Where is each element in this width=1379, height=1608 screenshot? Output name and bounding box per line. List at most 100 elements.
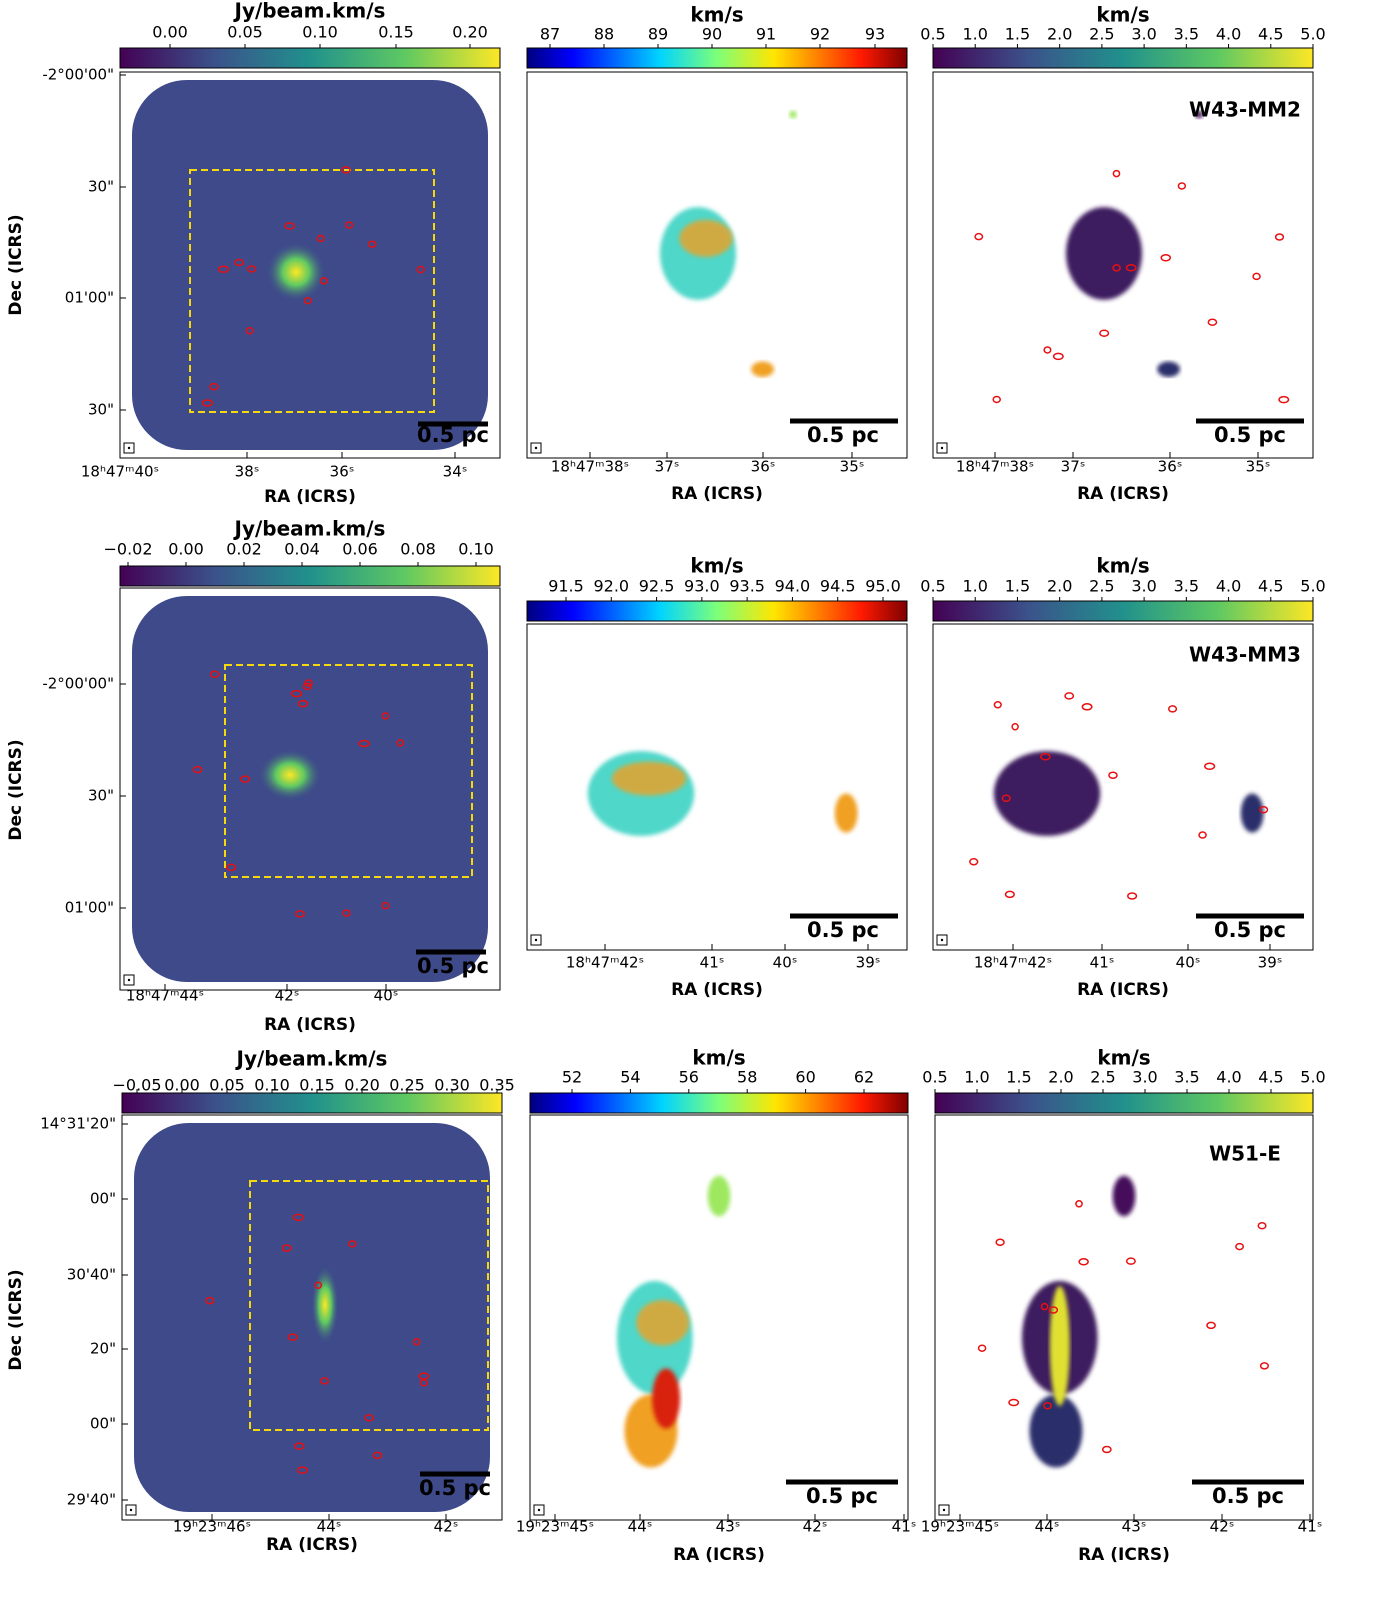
colorbar-tick-label: 0.15 <box>299 1076 335 1095</box>
colorbar <box>526 600 908 622</box>
map-image <box>132 596 488 982</box>
core-ellipse <box>969 858 979 866</box>
core-ellipse <box>372 1451 383 1460</box>
bright-core <box>266 242 326 302</box>
colorbar-tick-label: −0.05 <box>112 1076 161 1095</box>
core-ellipse <box>977 1344 987 1352</box>
colorbar-tick-label: 88 <box>594 25 614 44</box>
beam-dot <box>940 446 944 450</box>
scale-bar-label: 0.5 pc <box>1214 423 1286 447</box>
core-ellipse <box>295 910 305 918</box>
core-ellipse <box>1274 233 1285 241</box>
map-blob <box>751 361 774 377</box>
ra-tick-label: 37ˢ <box>655 458 680 476</box>
frame <box>932 623 1314 951</box>
colorbar-tick-label: 2.0 <box>1047 25 1072 44</box>
source-name: W43-MM3 <box>1189 643 1301 667</box>
colorbar-tick-label: 1.0 <box>964 1068 989 1087</box>
colorbar-label: km/s <box>692 1046 745 1070</box>
colorbar <box>119 47 501 69</box>
core-ellipse <box>201 399 214 407</box>
frame <box>526 623 908 951</box>
core-ellipse <box>1259 1362 1269 1370</box>
core-ellipse <box>1004 890 1015 899</box>
colorbar-tick-label: 5.0 <box>1300 1068 1325 1087</box>
ra-tick-label: 43ˢ <box>716 1518 741 1536</box>
colorbar-tick-label: 0.20 <box>452 23 488 42</box>
ra-label: RA (ICRS) <box>264 1015 356 1035</box>
zoom-box <box>189 169 435 413</box>
colorbar-tick-label: 93.0 <box>684 577 720 596</box>
scale-bar-label: 0.5 pc <box>807 918 879 942</box>
colorbar-tick-label: 58 <box>737 1068 757 1087</box>
colorbar-tick-label: 3.5 <box>1174 577 1199 596</box>
scale-bar-label: 0.5 pc <box>417 954 489 978</box>
colorbar-label: Jy/beam.km/s <box>233 0 386 23</box>
colorbar-tick-label: 3.0 <box>1131 25 1156 44</box>
ra-tick-label: 40ˢ <box>1176 954 1201 972</box>
colorbar-tick-label: 0.5 <box>920 577 945 596</box>
colorbar-tick-label: 2.0 <box>1048 1068 1073 1087</box>
core-ellipse <box>1001 794 1011 803</box>
map-image <box>616 1175 731 1468</box>
ra-tick-label: 19ʰ23ᵐ46ˢ <box>173 1518 251 1536</box>
map-blob <box>834 793 858 833</box>
colorbar-tick-label: 0.00 <box>152 23 188 42</box>
ra-tick-label: 39ˢ <box>1258 954 1283 972</box>
colorbar <box>529 1092 909 1114</box>
scale-bar-label: 0.5 pc <box>806 1484 878 1508</box>
scale-bar-label: 0.5 pc <box>1214 918 1286 942</box>
core-ellipse <box>1125 264 1137 272</box>
frame <box>529 1114 909 1521</box>
core-ellipse <box>319 277 328 285</box>
core-ellipse <box>208 382 219 391</box>
colorbar <box>121 1092 503 1114</box>
frame <box>526 71 908 459</box>
core-ellipse <box>1177 182 1187 190</box>
colorbar <box>934 1092 1314 1114</box>
core-ellipse <box>993 701 1002 709</box>
core-ellipse <box>217 265 230 273</box>
zoom-box <box>224 664 473 878</box>
map-blob <box>636 1300 690 1346</box>
beam-dot <box>127 978 131 982</box>
colorbar-tick-label: 0.35 <box>479 1076 515 1095</box>
ra-tick-label: 18ʰ47ᵐ44ˢ <box>126 987 204 1005</box>
core-ellipse <box>314 1281 323 1290</box>
core-ellipse <box>419 1379 428 1387</box>
core-ellipse <box>396 739 405 747</box>
core-ellipse <box>284 222 295 230</box>
core-ellipse <box>1043 1402 1052 1410</box>
core-ellipse <box>995 1238 1005 1246</box>
core-ellipse <box>294 1442 305 1450</box>
colorbar-tick-label: 0.10 <box>254 1076 290 1095</box>
core-ellipse <box>226 863 237 872</box>
core-ellipse <box>1257 1221 1267 1230</box>
core-ellipse <box>1101 1445 1112 1454</box>
ra-tick-label: 19ʰ23ᵐ45ˢ <box>921 1518 999 1536</box>
core-ellipse <box>1075 1200 1083 1208</box>
colorbar-tick-label: 60 <box>795 1068 815 1087</box>
map-blob <box>1066 207 1142 300</box>
ra-tick-label: 37ˢ <box>1061 458 1086 476</box>
colorbar-tick-label: 4.5 <box>1258 577 1283 596</box>
dec-tick-label: 20" <box>90 1340 116 1358</box>
map-blob <box>993 751 1101 836</box>
colorbar-label: km/s <box>1097 1046 1150 1070</box>
core-ellipse <box>292 1213 305 1222</box>
core-ellipse <box>192 765 203 774</box>
colorbar-tick-label: 0.08 <box>400 540 436 559</box>
colorbar-tick-label: 94.5 <box>820 577 856 596</box>
scale-bar-label: 0.5 pc <box>419 1476 491 1500</box>
core-ellipse <box>1125 1257 1136 1265</box>
core-ellipse <box>297 699 309 708</box>
colorbar-label: Jy/beam.km/s <box>233 517 386 541</box>
colorbar-label: km/s <box>690 554 743 578</box>
map-image <box>974 110 1290 404</box>
core-ellipse <box>296 1466 309 1474</box>
ra-label: RA (ICRS) <box>671 980 763 1000</box>
colorbar-tick-label: 1.5 <box>1005 25 1030 44</box>
beam-dot <box>942 1508 946 1512</box>
core-ellipse <box>234 258 244 267</box>
